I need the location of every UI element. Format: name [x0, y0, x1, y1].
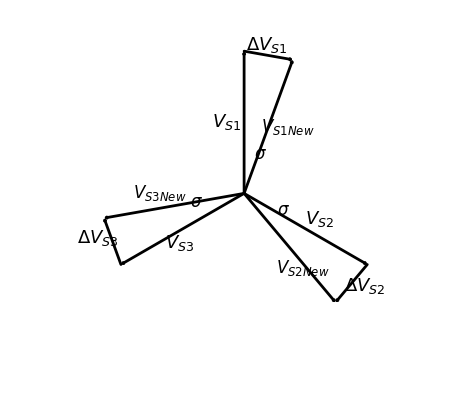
Text: $\Delta V_{S2}$: $\Delta V_{S2}$	[344, 276, 385, 296]
Text: $V_{S1}$: $V_{S1}$	[212, 112, 242, 132]
Text: $\Delta V_{S1}$: $\Delta V_{S1}$	[246, 36, 288, 55]
Text: $\sigma$: $\sigma$	[190, 194, 203, 211]
Text: $V_{S3}$: $V_{S3}$	[165, 233, 194, 253]
Text: $V_{S1New}$: $V_{S1New}$	[261, 117, 315, 137]
Text: $\sigma$: $\sigma$	[277, 202, 290, 219]
Text: $V_{S2New}$: $V_{S2New}$	[276, 257, 330, 277]
Text: $V_{S3New}$: $V_{S3New}$	[133, 183, 187, 203]
Text: $\Delta V_{S3}$: $\Delta V_{S3}$	[77, 229, 119, 249]
Text: $V_{S2}$: $V_{S2}$	[305, 209, 335, 229]
Text: $\sigma$: $\sigma$	[254, 146, 267, 163]
